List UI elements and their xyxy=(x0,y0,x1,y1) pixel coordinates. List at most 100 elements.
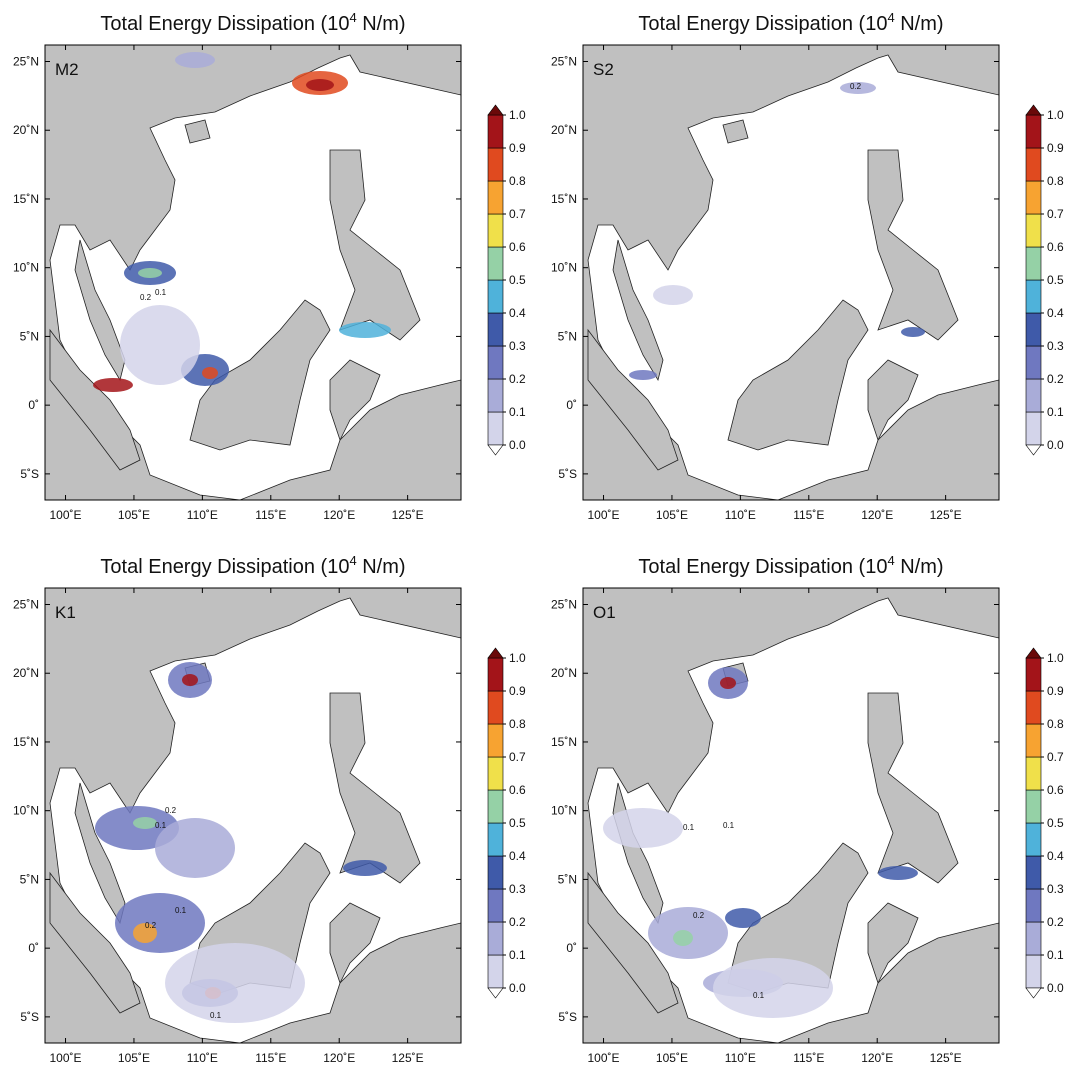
y-tick-label: 0˚ xyxy=(28,941,39,955)
colorbar-segment xyxy=(487,147,504,182)
colorbar-segment xyxy=(487,690,504,725)
colorbar-tick-label: 0.8 xyxy=(1047,717,1064,731)
colorbar-tick-label: 0.3 xyxy=(509,882,526,896)
colorbar-tick-label: 0.7 xyxy=(1047,207,1064,221)
colorbar-tick-label: 0.8 xyxy=(509,717,526,731)
colorbar-segment xyxy=(487,921,504,956)
contour-label: 0.2 xyxy=(850,82,862,91)
panel-label: K1 xyxy=(55,603,76,622)
dissipation-patch xyxy=(165,943,305,1023)
x-tick-label: 125˚E xyxy=(392,1051,424,1065)
map-area xyxy=(45,588,461,1043)
map-panel: 100˚E 105˚E 110˚E 115˚E 120˚E 125˚E 25˚N 20˚N 15… xyxy=(13,553,526,1065)
colorbar-tick-label: 0.5 xyxy=(1047,273,1064,287)
x-tick-label: 100˚E xyxy=(588,1051,620,1065)
colorbar-tick-label: 0.3 xyxy=(509,339,526,353)
x-tick-label: 105˚E xyxy=(118,1051,150,1065)
colorbar-tick-label: 0.1 xyxy=(1047,405,1064,419)
colorbar-segment xyxy=(487,213,504,248)
colorbar-tick-label: 0.0 xyxy=(1047,438,1064,452)
colorbar-segment xyxy=(487,789,504,824)
x-tick-label: 120˚E xyxy=(861,508,893,522)
dissipation-patch xyxy=(182,674,198,686)
x-tick-label: 110˚E xyxy=(187,1051,218,1065)
colorbar-tick-label: 0.6 xyxy=(509,240,526,254)
frame xyxy=(44,587,462,1044)
colorbar-segment xyxy=(487,723,504,758)
y-tick-label: 0˚ xyxy=(28,398,39,412)
title-text: Total Energy Dissipation (10 xyxy=(100,556,349,578)
dissipation-patch xyxy=(720,677,736,689)
x-tick-label: 120˚E xyxy=(323,1051,355,1065)
contour-label: 0.1 xyxy=(155,288,167,297)
title-sup: 4 xyxy=(349,553,356,568)
dissipation-patch xyxy=(343,860,387,876)
x-tick-label: 100˚E xyxy=(588,508,620,522)
contour-label: 0.2 xyxy=(140,293,152,302)
dissipation-patch xyxy=(202,367,218,379)
y-tick-label: 10˚N xyxy=(551,261,577,275)
colorbar-segment xyxy=(1025,657,1042,692)
colorbar-segment xyxy=(1025,921,1042,956)
y-tick-label: 10˚N xyxy=(13,804,39,818)
x-tick-label: 110˚E xyxy=(725,508,756,522)
colorbar-segment xyxy=(487,114,504,149)
colorbar-segment xyxy=(1025,954,1042,989)
dissipation-patch xyxy=(840,82,876,94)
colorbar-segment xyxy=(487,888,504,923)
contour-label: 0.1 xyxy=(683,823,695,832)
y-tick-label: 15˚N xyxy=(551,192,577,206)
colorbar-tick-label: 1.0 xyxy=(509,651,526,665)
x-tick-label: 120˚E xyxy=(861,1051,893,1065)
title-unit: N/m) xyxy=(895,556,944,578)
colorbar-tick-label: 0.6 xyxy=(1047,240,1064,254)
colorbar-segment xyxy=(1025,411,1042,446)
colorbar-segment xyxy=(487,378,504,413)
contour-label: 0.2 xyxy=(693,911,705,920)
x-tick-label: 115˚E xyxy=(793,1051,824,1065)
title-unit: N/m) xyxy=(357,13,406,35)
frame xyxy=(44,44,462,501)
colorbar-tick-label: 0.7 xyxy=(509,750,526,764)
colorbar-tick-label: 0.0 xyxy=(509,438,526,452)
y-tick-label: 5˚S xyxy=(20,467,39,481)
dissipation-patch xyxy=(901,327,925,337)
colorbar-tick-label: 1.0 xyxy=(1047,651,1064,665)
y-tick-label: 5˚N xyxy=(558,329,577,343)
colorbar-segment xyxy=(487,954,504,989)
colorbar-tick-label: 0.4 xyxy=(1047,306,1064,320)
colorbar-segment xyxy=(1025,312,1042,347)
colorbar-tick-label: 0.3 xyxy=(1047,339,1064,353)
colorbar-under xyxy=(1025,987,1042,999)
title-unit: N/m) xyxy=(895,13,944,35)
title-sup: 4 xyxy=(349,10,356,25)
contour-label: 0.1 xyxy=(723,821,735,830)
colorbar-over xyxy=(487,104,504,116)
colorbar-under xyxy=(1025,444,1042,456)
colorbar-over xyxy=(1025,647,1042,659)
y-tick-label: 10˚N xyxy=(13,261,39,275)
colorbar-over xyxy=(1025,104,1042,116)
dissipation-patch xyxy=(133,923,157,943)
colorbar-segment xyxy=(487,657,504,692)
y-tick-label: 20˚N xyxy=(13,666,39,680)
colorbar-tick-label: 0.4 xyxy=(509,849,526,863)
colorbar-tick-label: 0.4 xyxy=(509,306,526,320)
colorbar-under xyxy=(487,987,504,999)
dissipation-patch xyxy=(713,958,833,1018)
map-panel: 100˚E 105˚E 110˚E 115˚E 120˚E 125˚E 25˚N 20˚N 15… xyxy=(551,553,1064,1065)
panel-title: Total Energy Dissipation (104 N/m) xyxy=(100,10,405,35)
y-tick-label: 5˚N xyxy=(558,872,577,886)
colorbar-segment xyxy=(1025,114,1042,149)
colorbar-tick-label: 0.2 xyxy=(1047,372,1064,386)
x-tick-label: 125˚E xyxy=(392,508,424,522)
colorbar-tick-label: 1.0 xyxy=(1047,108,1064,122)
colorbar-tick-label: 0.3 xyxy=(1047,882,1064,896)
map-area xyxy=(583,45,999,500)
colorbar-segment xyxy=(1025,147,1042,182)
contour-label: 0.1 xyxy=(210,1011,222,1020)
panel-label: O1 xyxy=(593,603,616,622)
contour-label: 0.2 xyxy=(145,921,157,930)
dissipation-patch xyxy=(653,285,693,305)
x-tick-label: 110˚E xyxy=(187,508,218,522)
